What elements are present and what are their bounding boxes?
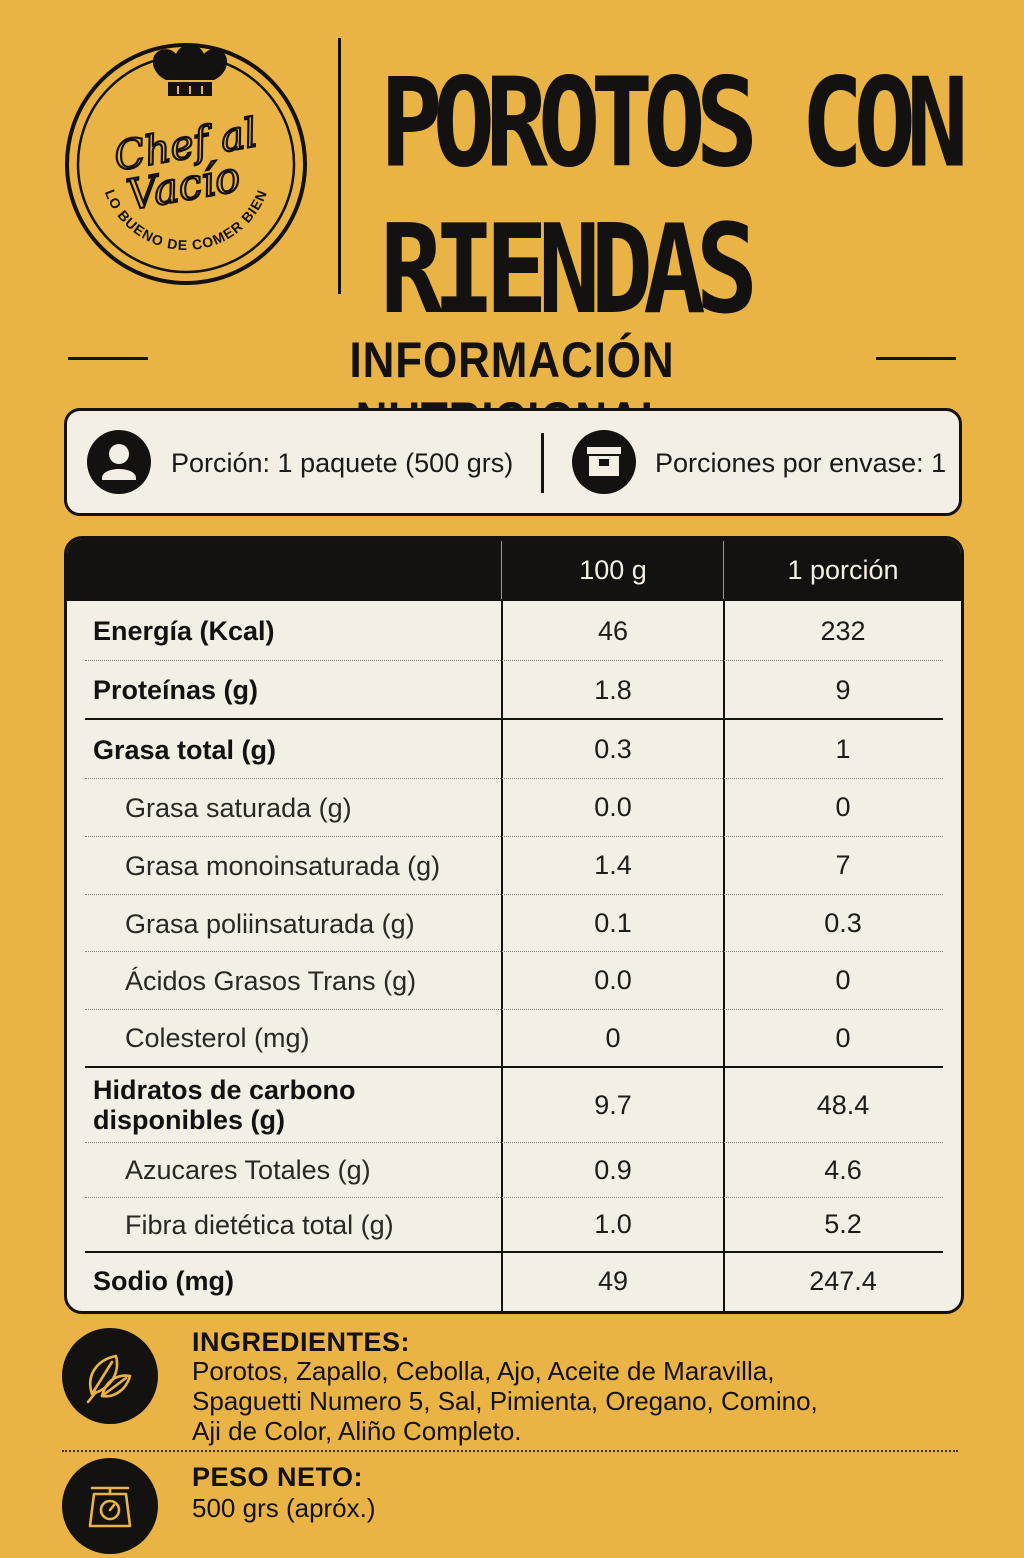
header-per-100g: 100 g <box>579 555 647 585</box>
value-portion: 7 <box>835 850 851 880</box>
row-label-line2: disponibles (g) <box>93 1105 285 1135</box>
value-portion: 0 <box>835 965 851 995</box>
row-label: Azucares Totales (g) <box>125 1155 371 1185</box>
value-portion: 5.2 <box>824 1209 862 1239</box>
ingredients-line: Aji de Color, Aliño Completo. <box>192 1416 522 1446</box>
scale-icon <box>62 1458 158 1554</box>
person-icon <box>87 430 151 494</box>
chef-hat-icon <box>152 45 228 96</box>
row-label-line1: Hidratos de carbono <box>93 1075 356 1105</box>
header-per-portion: 1 porción <box>787 555 899 585</box>
value-100g: 0 <box>605 1022 621 1053</box>
value-portion: 0 <box>835 1022 851 1053</box>
product-title-line2: RIENDAS <box>380 197 758 342</box>
table-row: Grasa saturada (g) 0.0 0 <box>67 779 961 836</box>
table-row: Azucares Totales (g) 0.9 4.6 <box>67 1143 961 1197</box>
table-row: Sodio (mg) 49 247.4 <box>67 1253 961 1309</box>
value-100g: 1.0 <box>594 1209 632 1239</box>
ingredients-heading: INGREDIENTES: <box>192 1327 411 1357</box>
column-divider <box>723 601 725 1311</box>
brand-logo: Chef al Vacío LO BUENO DE COMER BIEN <box>62 40 310 288</box>
value-100g: 0.0 <box>594 792 632 822</box>
value-100g: 0.3 <box>594 734 632 764</box>
ingredients-line: Spaguetti Numero 5, Sal, Pimienta, Orega… <box>192 1386 818 1416</box>
value-portion: 247.4 <box>809 1265 877 1296</box>
table-row: Grasa poliinsaturada (g) 0.1 0.3 <box>67 895 961 952</box>
portions-per-pack: Porciones por envase: 1 <box>655 448 947 478</box>
row-label: Energía (Kcal) <box>93 616 275 646</box>
value-100g: 49 <box>597 1265 629 1296</box>
value-portion: 0.3 <box>824 908 862 938</box>
value-portion: 9 <box>835 674 851 705</box>
row-label: Sodio (mg) <box>93 1266 234 1296</box>
table-row: Energía (Kcal) 46 232 <box>67 601 961 661</box>
serving-separator <box>541 433 544 493</box>
table-row: Proteínas (g) 1.8 9 <box>67 661 961 719</box>
box-icon <box>572 430 636 494</box>
value-100g: 0.1 <box>594 908 632 938</box>
value-portion: 232 <box>820 615 866 646</box>
value-portion: 1 <box>835 734 851 764</box>
value-100g: 0.9 <box>594 1154 632 1185</box>
value-100g: 0.0 <box>594 965 632 995</box>
ingredients-line: Porotos, Zapallo, Cebolla, Ajo, Aceite d… <box>192 1356 775 1386</box>
header-divider <box>338 38 341 294</box>
value-100g: 1.4 <box>594 850 632 880</box>
table-row: Grasa total (g) 0.3 1 <box>67 720 961 779</box>
product-title: POROTOS CON RIENDAS <box>380 50 1000 343</box>
row-label: Proteínas (g) <box>93 675 259 705</box>
row-label: Fibra dietética total (g) <box>125 1209 394 1240</box>
table-row: Hidratos de carbono disponibles (g) 9.7 … <box>67 1068 961 1142</box>
heading-rule-left <box>68 357 148 360</box>
net-weight-value: 500 grs (apróx.) <box>192 1493 376 1523</box>
table-row: Ácidos Grasos Trans (g) 0.0 0 <box>67 952 961 1009</box>
footer-divider <box>62 1450 958 1452</box>
net-weight-heading: PESO NETO: <box>192 1462 364 1492</box>
section-heading: INFORMACIÓN NUTRICIONAL <box>0 330 1024 448</box>
value-100g: 1.8 <box>594 674 632 705</box>
serving-info-box: Porción: 1 paquete (500 grs) Porciones p… <box>64 408 962 516</box>
leaf-icon <box>62 1328 158 1424</box>
row-label: Grasa saturada (g) <box>125 792 352 823</box>
value-100g: 9.7 <box>594 1089 632 1120</box>
row-label: Hidratos de carbono disponibles (g) <box>93 1068 356 1142</box>
column-divider <box>501 601 503 1311</box>
portion-size: Porción: 1 paquete (500 grs) <box>171 448 514 478</box>
row-label: Grasa total (g) <box>93 734 277 765</box>
table-row: Colesterol (mg) 0 0 <box>67 1010 961 1066</box>
value-portion: 0 <box>835 792 851 822</box>
product-title-line1: POROTOS CON <box>380 51 969 196</box>
value-portion: 48.4 <box>816 1089 870 1120</box>
row-label: Ácidos Grasos Trans (g) <box>125 965 417 996</box>
row-label: Colesterol (mg) <box>125 1023 310 1053</box>
nutrition-table: 100 g 1 porción Energía (Kcal) 46 232 Pr… <box>64 536 964 1314</box>
value-portion: 4.6 <box>824 1154 862 1185</box>
row-label: Grasa poliinsaturada (g) <box>125 908 415 939</box>
heading-rule-right <box>876 357 956 360</box>
table-row: Grasa monoinsaturada (g) 1.4 7 <box>67 837 961 894</box>
row-label: Grasa monoinsaturada (g) <box>125 850 441 881</box>
table-row: Fibra dietética total (g) 1.0 5.2 <box>67 1198 961 1251</box>
value-100g: 46 <box>597 615 629 646</box>
table-header: 100 g 1 porción <box>67 539 961 601</box>
